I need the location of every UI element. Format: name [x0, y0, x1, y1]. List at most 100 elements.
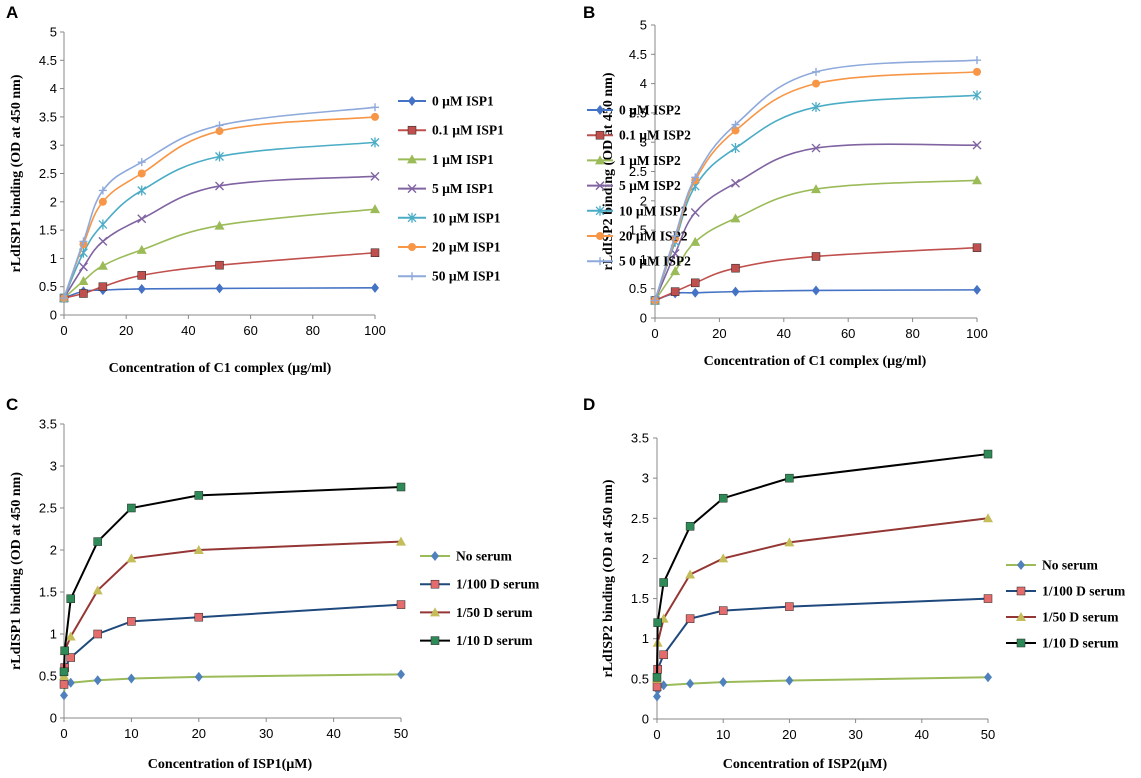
- legend-label: 1/50 D serum: [1042, 610, 1119, 625]
- y-tick-label: 3.5: [631, 431, 649, 446]
- legend-marker: [596, 232, 604, 240]
- series-line: [63, 116, 376, 299]
- legend-entry: 0.1 µM ISP1: [398, 123, 504, 138]
- chart-panel-b: B 0 0.5 1 1.5 2 2.5 3 3.5 4 4.5 5 0 20 40 60 80 100 Concen…: [583, 3, 988, 369]
- data-point: [396, 600, 406, 609]
- legend-label: 1/50 D serum: [456, 605, 533, 620]
- data-point: [659, 650, 668, 660]
- legend-entry: 0.1 µM ISP2: [587, 128, 691, 143]
- data-point: [78, 276, 89, 286]
- data-point: [731, 126, 740, 135]
- y-tick-label: 4.5: [39, 53, 57, 68]
- panel-letter: A: [6, 3, 18, 22]
- legend-label: 5 0 µM ISP2: [619, 254, 691, 269]
- x-tick-label: 20: [782, 727, 796, 742]
- data-point: [136, 244, 147, 254]
- legend-marker: [596, 105, 604, 115]
- legend-marker: [407, 184, 417, 194]
- x-tick-label: 30: [259, 726, 273, 741]
- series-line: [656, 597, 989, 687]
- data-point: [214, 220, 225, 230]
- legend-label: 0 µM ISP2: [619, 103, 681, 118]
- series-1: [653, 672, 992, 702]
- legend-entry: 1/100 D serum: [420, 577, 540, 592]
- series-line: [654, 59, 978, 301]
- chart-panel-a: A 0 0.5 1 1.5 2 2.5 3 3.5 4 4.5 5 0 20 40 60 80 100 Concen…: [6, 3, 504, 376]
- legend-marker: [1016, 612, 1026, 621]
- series-2: [59, 248, 380, 303]
- x-tick-label: 20: [119, 323, 133, 338]
- data-point: [784, 537, 795, 547]
- legend-label: 1/100 D serum: [456, 577, 540, 592]
- legend-marker: [408, 272, 416, 281]
- data-point: [691, 173, 700, 182]
- data-point: [973, 56, 981, 65]
- series-line: [654, 179, 978, 301]
- data-point: [984, 672, 992, 683]
- legend-label: 0 µM ISP1: [432, 94, 494, 109]
- data-point: [194, 671, 203, 682]
- legend-label: 50 µM ISP1: [432, 269, 501, 284]
- legend-marker: [595, 181, 605, 191]
- legend-label: 1/10 D serum: [1042, 636, 1119, 651]
- series-line: [656, 676, 989, 697]
- legend-marker: [430, 607, 440, 617]
- data-point: [718, 553, 729, 563]
- y-tick-label: 0: [640, 311, 647, 326]
- data-point: [811, 184, 821, 194]
- data-point: [812, 79, 820, 88]
- legend-entry: No serum: [1006, 558, 1099, 573]
- data-point: [215, 283, 224, 294]
- y-tick-label: 3.5: [39, 417, 57, 432]
- legend-label: 10 µM ISP1: [432, 210, 501, 225]
- data-point: [137, 158, 146, 167]
- legend-entry: 1/50 D serum: [1006, 610, 1119, 625]
- y-tick-label: 0.5: [39, 669, 57, 684]
- data-point: [397, 669, 405, 680]
- y-tick-label: 5: [640, 18, 647, 33]
- data-point: [659, 578, 668, 587]
- data-point: [371, 282, 379, 293]
- x-axis-title: Concentration of ISP2(µM): [723, 757, 888, 772]
- data-point: [60, 690, 68, 701]
- x-tick-label: 100: [966, 326, 988, 341]
- data-point: [215, 181, 224, 191]
- chart-panel-c: C 0 0.5 1 1.5 2 2.5 3 3.5 0 10 20 30 40 50 Concentratio…: [6, 395, 540, 772]
- legend-label: 0.1 µM ISP1: [432, 123, 504, 138]
- data-point: [59, 667, 69, 677]
- data-point: [396, 482, 406, 492]
- data-point: [671, 231, 680, 240]
- data-point: [811, 143, 821, 153]
- data-point: [691, 287, 700, 298]
- legend-label: 0.1 µM ISP2: [619, 128, 691, 143]
- series-7: [651, 56, 981, 305]
- legend-marker: [430, 579, 440, 589]
- data-point: [719, 677, 728, 688]
- data-point: [652, 673, 662, 682]
- series-line: [63, 141, 376, 299]
- y-tick-label: 4: [640, 76, 647, 91]
- x-tick-label: 80: [905, 326, 919, 341]
- data-point: [730, 213, 741, 223]
- y-tick-label: 0: [642, 712, 649, 727]
- legend-marker: [596, 257, 604, 266]
- data-point: [972, 140, 982, 150]
- legend-marker: [595, 205, 605, 216]
- data-point: [93, 629, 102, 639]
- y-tick-label: 1.5: [629, 223, 647, 238]
- legend-entry: 10 µM ISP1: [398, 210, 501, 225]
- x-tick-label: 50: [981, 727, 995, 742]
- legend-entry: 1 µM ISP1: [398, 152, 494, 167]
- y-tick-label: 4: [50, 81, 57, 96]
- legend-marker: [1017, 560, 1025, 570]
- data-point: [812, 285, 820, 296]
- y-tick-label: 1: [50, 627, 57, 642]
- x-tick-label: 0: [60, 323, 67, 338]
- data-point: [93, 537, 102, 546]
- series-3: [650, 175, 982, 305]
- x-tick-label: 30: [848, 727, 862, 742]
- y-tick-label: 0.5: [39, 279, 57, 294]
- data-point: [194, 491, 204, 500]
- y-tick-label: 2.5: [39, 166, 57, 181]
- data-point: [215, 260, 224, 270]
